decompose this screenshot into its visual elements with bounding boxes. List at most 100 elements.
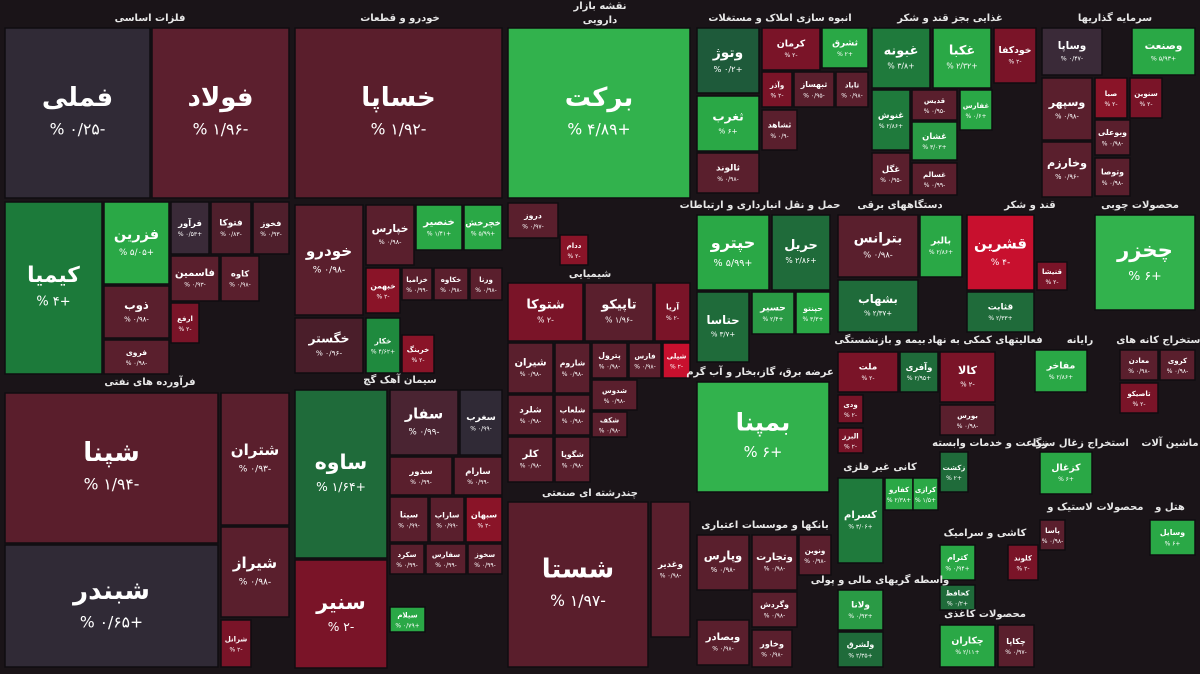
tile <box>696 291 750 363</box>
tile-name: خودرو <box>305 242 352 260</box>
tile-name: خرینگ <box>407 345 429 354</box>
tile-name: کرمان <box>777 38 806 49</box>
tile-change: -۰/۹۸ % <box>604 398 625 405</box>
tile <box>1131 27 1196 76</box>
tile-change: -۰/۹۸ % <box>764 566 785 573</box>
tile-name: سخوز <box>474 551 495 559</box>
tile-name: غشان <box>922 131 947 141</box>
tile-name: شیراز <box>232 554 277 572</box>
tile <box>911 121 958 161</box>
tile-change: -۰/۸۳ % <box>220 231 241 238</box>
tile-change: -۰/۹۸ % <box>712 646 733 653</box>
tile <box>425 543 467 575</box>
tile-change: -۰/۹۸ % <box>660 573 681 580</box>
tile <box>507 501 649 668</box>
sector-name: محصولات چوبی <box>1101 200 1179 211</box>
tile-change: +۲/۸۶ % <box>929 249 953 256</box>
tile-name: سفار <box>404 407 443 423</box>
tile-change: -۲ % <box>229 647 242 654</box>
tile <box>1039 519 1066 551</box>
tile-name: تاپیکو <box>600 297 636 312</box>
tile-name: وتجارت <box>756 552 793 563</box>
tile-change: +۴/۸۹ % <box>567 121 630 139</box>
tile-change: -۲ % <box>411 357 424 364</box>
tile-change: -۰/۹۶ % <box>1055 173 1079 181</box>
tile-name: حسیر <box>759 302 786 313</box>
tile-name: خچرخش <box>465 217 500 228</box>
tile-change: -۱/۹۶ % <box>605 316 633 325</box>
tile <box>220 619 252 668</box>
tile <box>696 534 750 591</box>
tile-change: +۲ % <box>837 51 853 58</box>
tile-change: -۱/۹۶ % <box>193 121 249 139</box>
tile-change: -۰/۹۸ % <box>562 371 583 378</box>
tile-name: دروز <box>523 211 542 220</box>
sector-name: انبوه سازی املاک و مستغلات <box>708 13 851 24</box>
tile-change: +۲/۴ % <box>762 316 783 323</box>
tile-change: -۰/۹۹ % <box>467 479 488 486</box>
tile-change: -۰/۹۸ % <box>126 360 147 367</box>
tile-name: شرانل <box>225 636 248 644</box>
tile <box>401 267 433 301</box>
tile <box>401 334 435 374</box>
tile <box>919 214 963 278</box>
tile-name: وسایل <box>1160 528 1185 537</box>
tile-name: ثشاهد <box>768 121 792 130</box>
tile-name: حپترو <box>710 233 756 253</box>
tile-change: -۲ % <box>1045 279 1058 286</box>
tile-name: سنوین <box>1134 89 1157 98</box>
tile-name: قنیشا <box>1042 268 1062 276</box>
tile <box>771 214 831 291</box>
tile <box>966 214 1035 291</box>
tile-change: +۳/۷ % <box>711 331 736 339</box>
tile <box>4 544 219 668</box>
tile <box>650 501 691 638</box>
tile-change: -۰/۹۹ % <box>474 562 495 569</box>
tile-change: -۲ % <box>567 253 580 260</box>
sector-name: شیمیایی <box>569 269 611 280</box>
tile-name: شستا <box>542 555 614 585</box>
tile <box>939 451 969 493</box>
tile <box>465 496 503 543</box>
tile <box>389 543 425 575</box>
tile <box>507 436 554 483</box>
tile-change: -۰/۹۸ % <box>841 93 862 100</box>
tile <box>696 152 760 194</box>
tile-change: +۲/۸۶ % <box>879 123 903 130</box>
tile <box>835 71 869 108</box>
tile-name: وبصادر <box>705 632 740 643</box>
tile-change: -۰/۹۸ % <box>1102 141 1123 148</box>
tile-change: +۰/۶ % <box>965 113 986 120</box>
tile-name: ساوه <box>315 450 368 474</box>
tile-change: +۵/۹۳ % <box>1151 55 1176 62</box>
tile-name: ذوب <box>124 298 149 313</box>
tile <box>696 95 760 152</box>
tile-change: -۲ % <box>1016 566 1029 573</box>
sector-name: سیمان آهک گچ <box>363 373 437 386</box>
sector-name: حمل و نقل انبارداری و ارتباطات <box>680 200 841 211</box>
tile-name: خساپا <box>361 83 435 113</box>
tile-name: چخزر <box>1116 237 1173 262</box>
tile <box>837 427 864 454</box>
tile-change: +۳/۸ % <box>887 62 914 71</box>
tile-name: وخارزم <box>1047 156 1087 169</box>
tile <box>761 27 821 71</box>
tile-name: سیلام <box>397 612 417 620</box>
tile-change: -۲ % <box>960 380 975 388</box>
sector-name: کاشی و سرامیک <box>944 528 1027 539</box>
tile-name: خپارس <box>372 222 409 235</box>
tile-change: -۰/۹ % <box>770 133 788 140</box>
tile-name: خنصیر <box>422 217 454 228</box>
tile-name: شپنا <box>83 438 140 468</box>
sector-name: بیمه و بازنشستگی <box>834 333 925 346</box>
tile <box>793 71 835 108</box>
tile <box>939 544 976 581</box>
tile-name: شتران <box>231 441 280 459</box>
tile-change: -۰/۹۸ % <box>562 418 583 425</box>
tile <box>220 255 260 302</box>
tile-name: آریا <box>666 302 679 312</box>
tile-name: فملی <box>42 83 113 113</box>
tile-change: +۱/۵ % <box>915 497 936 504</box>
tile-change: -۲ % <box>844 444 857 451</box>
